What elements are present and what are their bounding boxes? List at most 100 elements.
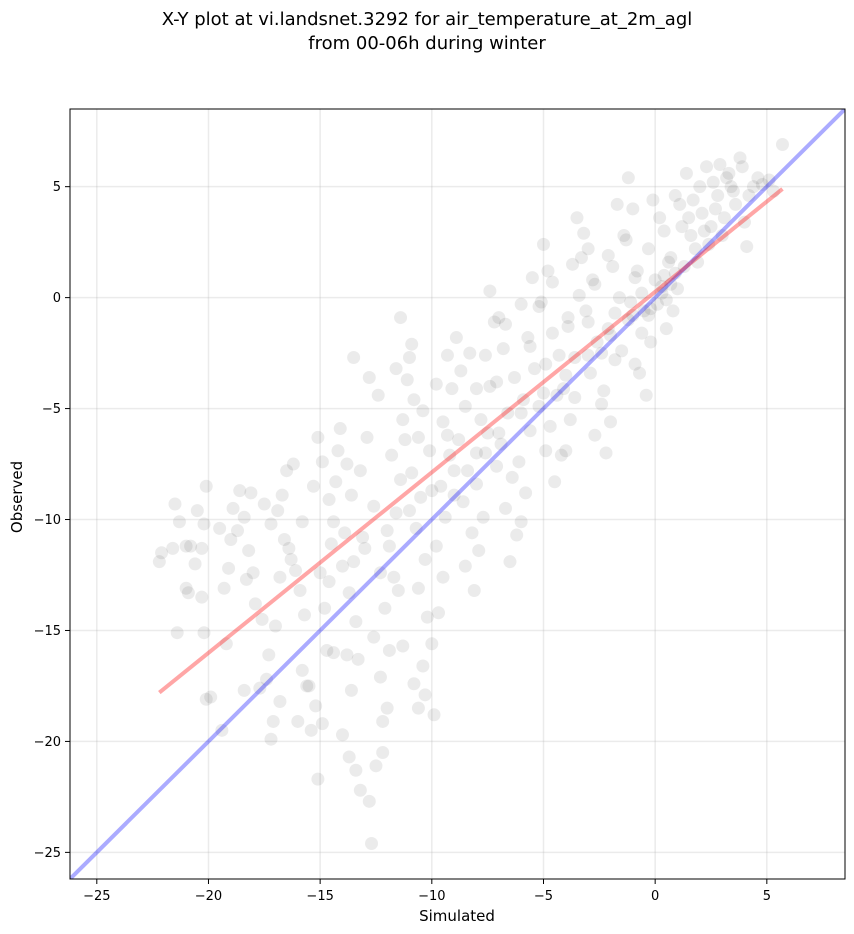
data-point [644,335,658,349]
data-point [606,260,620,274]
identity-line [70,109,845,879]
y-tick-label: −15 [34,624,61,639]
data-point [563,413,577,427]
data-point [434,479,448,493]
chart-title: X-Y plot at vi.landsnet.3292 for air_tem… [0,8,854,56]
data-point [601,248,615,262]
data-point [487,315,501,329]
data-point [239,572,253,586]
data-point [717,211,731,225]
data-point [447,488,461,502]
data-point [501,406,515,420]
data-point [443,448,457,462]
data-point [639,388,653,402]
data-point [521,331,535,345]
data-point [650,297,664,311]
data-point [382,643,396,657]
data-point [525,271,539,285]
data-point [300,679,314,693]
data-point [382,539,396,553]
data-point [512,455,526,469]
data-point [514,406,528,420]
data-point [532,299,546,313]
data-point [367,499,381,513]
data-point [231,524,245,538]
data-point [621,171,635,185]
data-point [358,541,372,555]
data-point [574,251,588,265]
data-point [349,763,363,777]
data-point [407,393,421,407]
data-point [641,242,655,256]
y-tick-label: −25 [34,846,61,861]
data-point [195,541,209,555]
data-point [217,581,231,595]
data-point [295,515,309,529]
data-point [266,714,280,728]
data-point [646,193,660,207]
y-tick-label: 5 [53,180,61,195]
data-point [394,311,408,325]
data-point [199,479,213,493]
data-points [152,138,789,850]
data-point [268,619,282,633]
data-point [539,357,553,371]
data-point [362,371,376,385]
data-point [557,382,571,396]
data-point [190,504,204,518]
data-point [481,426,495,440]
data-point [742,189,756,203]
data-point [490,459,504,473]
data-point [244,486,258,500]
data-point [659,293,673,307]
data-point [362,794,376,808]
data-point [452,433,466,447]
x-tick-label: −5 [534,889,553,904]
data-point [603,328,617,342]
data-point [695,206,709,220]
data-point [436,570,450,584]
data-point [172,515,186,529]
data-point [684,228,698,242]
data-point [737,215,751,229]
data-point [697,224,711,238]
data-point [720,171,734,185]
data-point [494,437,508,451]
data-point [378,601,392,615]
data-point [735,160,749,174]
data-point [181,586,195,600]
data-point [478,446,492,460]
data-point [483,379,497,393]
data-point [675,220,689,234]
data-point [476,510,490,524]
data-point [628,357,642,371]
data-point [396,639,410,653]
data-point [195,590,209,604]
data-point [706,175,720,189]
data-point [398,433,412,447]
data-point [335,559,349,573]
data-point [429,539,443,553]
data-point [693,180,707,194]
data-point [655,280,669,294]
x-tick-label: 5 [763,889,771,904]
x-tick-label: −25 [83,889,110,904]
data-point [335,728,349,742]
data-point [624,295,638,309]
data-point [226,501,240,515]
data-point [416,659,430,673]
data-point [277,532,291,546]
x-tick-label: 0 [651,889,659,904]
data-point [213,521,227,535]
data-point [536,237,550,251]
data-point [550,388,564,402]
data-point [581,315,595,329]
data-point [260,672,274,686]
data-point [505,470,519,484]
data-point [349,615,363,629]
data-point [704,220,718,234]
data-point [637,304,651,318]
data-point [519,486,533,500]
data-point [333,422,347,436]
data-point [541,264,555,278]
